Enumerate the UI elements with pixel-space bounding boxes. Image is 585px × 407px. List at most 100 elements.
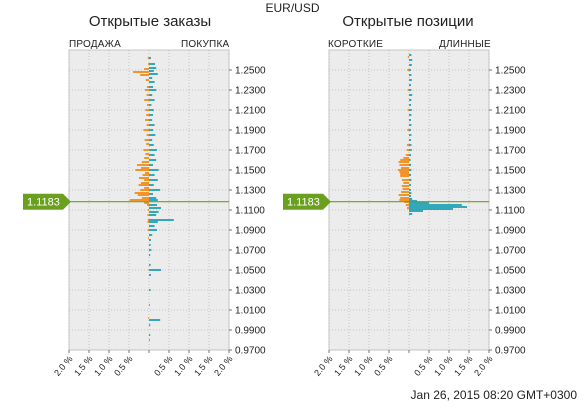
orders-bar-sell bbox=[146, 143, 149, 145]
orders-bar-sell bbox=[143, 129, 149, 131]
positions-y-tick-label: 1.0100 bbox=[495, 306, 526, 317]
orders-bar-sell bbox=[147, 229, 149, 231]
positions-bar-short bbox=[403, 182, 409, 184]
orders-buy-label: ПОКУПКА bbox=[181, 39, 230, 50]
orders-bar-buy bbox=[149, 199, 158, 201]
orders-x-tick-label: 2.0 % bbox=[52, 354, 74, 378]
positions-bar-long bbox=[409, 109, 412, 111]
positions-bar-long bbox=[409, 64, 412, 66]
orders-bar-buy bbox=[149, 221, 158, 223]
positions-bar-long bbox=[409, 189, 411, 191]
orders-bar-sell bbox=[148, 237, 149, 239]
orders-bar-sell bbox=[138, 184, 149, 186]
orders-bar-buy bbox=[149, 67, 157, 69]
positions-bar-long bbox=[409, 174, 411, 176]
positions-bar-long bbox=[409, 164, 411, 166]
positions-bar-long bbox=[409, 210, 423, 212]
orders-bar-buy bbox=[149, 304, 150, 306]
positions-bar-long bbox=[409, 89, 412, 91]
positions-bar-long bbox=[409, 119, 411, 121]
positions-y-tick-label: 1.2100 bbox=[495, 106, 526, 117]
orders-bar-buy bbox=[149, 119, 153, 121]
positions-bar-long bbox=[409, 74, 412, 76]
positions-y-tick-label: 1.0700 bbox=[495, 246, 526, 257]
positions-bar-short bbox=[406, 149, 409, 151]
orders-bar-sell bbox=[148, 317, 149, 319]
orders-bar-buy bbox=[149, 219, 174, 221]
positions-x-tick-label: 0.5 % bbox=[412, 354, 434, 378]
positions-bar-short bbox=[401, 167, 409, 169]
positions-bar-long bbox=[409, 195, 411, 197]
positions-bar-long bbox=[409, 159, 411, 161]
orders-bar-sell bbox=[129, 199, 149, 201]
orders-bar-sell bbox=[146, 134, 149, 136]
orders-y-tick-label: 1.1700 bbox=[235, 146, 266, 157]
orders-bar-buy bbox=[149, 274, 151, 276]
positions-x-tick-label: 2.0 % bbox=[472, 354, 494, 378]
orders-bar-sell bbox=[144, 187, 149, 189]
positions-long-label: ДЛИННЫЕ bbox=[439, 39, 491, 50]
positions-panel-title: Открытые позиции bbox=[342, 13, 474, 30]
orders-bar-sell bbox=[145, 172, 149, 174]
orders-bar-buy bbox=[149, 154, 155, 156]
positions-bar-long bbox=[409, 54, 412, 56]
orders-y-tick-label: 1.2300 bbox=[235, 86, 266, 97]
positions-x-tick-label: 0.5 % bbox=[372, 354, 394, 378]
orders-panel-title: Открытые заказы bbox=[88, 13, 212, 30]
orders-sell-label: ПРОДАЖА bbox=[69, 39, 121, 50]
orders-bar-sell bbox=[147, 204, 149, 206]
orders-bar-buy bbox=[149, 86, 153, 88]
positions-bar-long bbox=[409, 200, 417, 202]
positions-bar-short bbox=[401, 185, 409, 187]
orders-y-tick-label: 1.2100 bbox=[235, 106, 266, 117]
orders-bar-buy bbox=[149, 334, 151, 336]
positions-bar-short bbox=[405, 204, 409, 206]
orders-bar-buy bbox=[149, 324, 151, 326]
positions-bar-short bbox=[398, 161, 409, 163]
orders-y-tick-label: 1.1900 bbox=[235, 126, 266, 137]
positions-bar-short bbox=[407, 109, 409, 111]
orders-bar-buy bbox=[149, 179, 158, 181]
positions-bar-short bbox=[407, 89, 409, 91]
chart-main-title: EUR/USD bbox=[265, 1, 320, 15]
orders-bar-sell bbox=[144, 139, 149, 141]
orders-bar-buy bbox=[149, 99, 155, 101]
positions-bar-short bbox=[401, 191, 409, 193]
orders-bar-buy bbox=[149, 211, 159, 213]
positions-bar-long bbox=[409, 149, 412, 151]
orders-bar-buy bbox=[149, 109, 154, 111]
orders-bar-sell bbox=[146, 114, 149, 116]
orders-bar-buy bbox=[149, 139, 153, 141]
positions-x-tick-label: 1.5 % bbox=[452, 354, 474, 378]
positions-y-tick-label: 0.9700 bbox=[495, 346, 526, 357]
orders-bar-buy bbox=[149, 214, 157, 216]
orders-y-tick-label: 1.1500 bbox=[235, 166, 266, 177]
orders-bar-buy bbox=[149, 197, 157, 199]
orders-bar-buy bbox=[149, 77, 153, 79]
positions-y-tick-label: 1.1700 bbox=[495, 146, 526, 157]
orders-bar-sell bbox=[147, 104, 149, 106]
orders-bar-buy bbox=[149, 184, 154, 186]
positions-bar-short bbox=[403, 157, 409, 159]
orders-bar-buy bbox=[149, 169, 159, 171]
positions-y-tick-label: 1.0900 bbox=[495, 226, 526, 237]
positions-bar-short bbox=[407, 69, 409, 71]
orders-bar-sell bbox=[142, 174, 149, 176]
positions-bar-long bbox=[409, 179, 412, 181]
orders-bar-sell bbox=[141, 161, 149, 163]
orders-y-tick-label: 0.9900 bbox=[235, 326, 266, 337]
positions-x-tick-label: 1.5 % bbox=[332, 354, 354, 378]
orders-bar-buy bbox=[149, 63, 155, 65]
orders-bar-sell bbox=[141, 197, 149, 199]
orders-bar-buy bbox=[149, 70, 154, 72]
orders-x-tick-label: 0.5 % bbox=[152, 354, 174, 378]
orders-bar-sell bbox=[139, 177, 149, 179]
positions-bar-long bbox=[409, 69, 411, 71]
orders-bar-buy bbox=[149, 73, 158, 75]
positions-bar-long bbox=[409, 213, 413, 215]
positions-bar-long bbox=[409, 84, 411, 86]
positions-bar-long bbox=[409, 144, 412, 146]
positions-bar-long bbox=[409, 124, 412, 126]
orders-bar-buy bbox=[149, 254, 151, 256]
orders-bar-sell bbox=[140, 74, 149, 76]
